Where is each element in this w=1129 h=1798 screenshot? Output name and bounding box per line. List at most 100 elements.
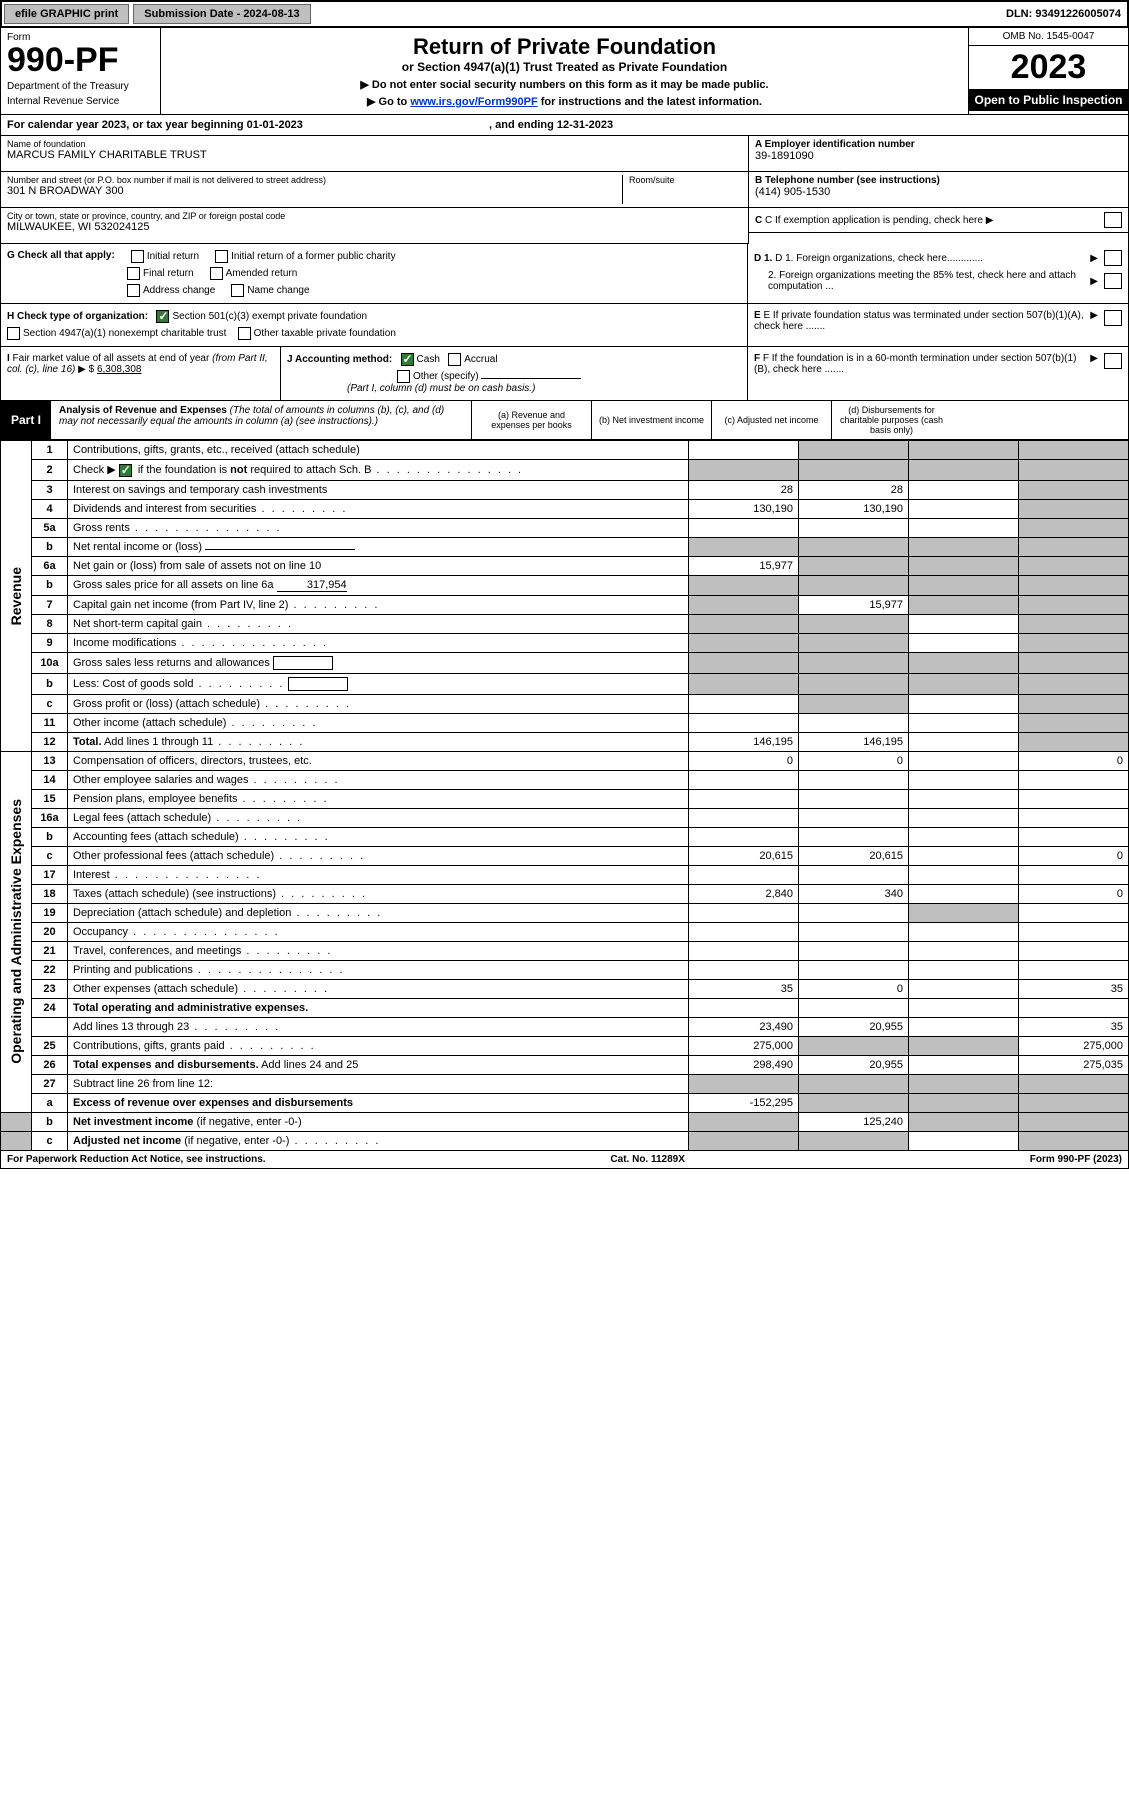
form990pf-link[interactable]: www.irs.gov/Form990PF — [410, 96, 537, 108]
col-b-header: (b) Net investment income — [591, 401, 711, 439]
omb-number: OMB No. 1545-0047 — [969, 28, 1128, 46]
s4947-label: Section 4947(a)(1) nonexempt charitable … — [23, 328, 226, 339]
part1-title: Analysis of Revenue and Expenses — [59, 405, 227, 416]
room-label: Room/suite — [629, 175, 742, 185]
f-checkbox[interactable] — [1104, 353, 1122, 369]
city-value: MILWAUKEE, WI 532024125 — [7, 221, 742, 233]
row-10c: Gross profit or (loss) (attach schedule) — [68, 694, 689, 713]
g-label: G Check all that apply: — [7, 250, 115, 263]
tax-year: 2023 — [969, 46, 1128, 89]
open-inspection-badge: Open to Public Inspection — [969, 89, 1128, 111]
c-checkbox[interactable] — [1104, 212, 1122, 228]
row-24: Total operating and administrative expen… — [68, 998, 689, 1017]
e-label: E E If private foundation status was ter… — [754, 310, 1090, 340]
row-13: Compensation of officers, directors, tru… — [68, 751, 689, 770]
revenue-side-label: Revenue — [6, 559, 26, 633]
row-14: Other employee salaries and wages — [68, 770, 689, 789]
other-method-label: Other (specify) — [413, 371, 479, 382]
accrual-label: Accrual — [464, 354, 497, 365]
addr-label: Number and street (or P.O. box number if… — [7, 175, 622, 185]
schb-checkbox[interactable] — [119, 464, 132, 477]
row-2: Check ▶ if the foundation is not require… — [68, 460, 689, 481]
e-checkbox[interactable] — [1104, 310, 1122, 326]
part1-table: Revenue 1Contributions, gifts, grants, e… — [0, 440, 1129, 1151]
ein-value: 39-1891090 — [755, 150, 1122, 162]
j-note: (Part I, column (d) must be on cash basi… — [347, 383, 741, 394]
other-method-checkbox[interactable] — [397, 370, 410, 383]
row-5a: Gross rents — [68, 518, 689, 537]
s501-checkbox[interactable] — [156, 310, 169, 323]
ein-label: A Employer identification number — [755, 139, 1122, 150]
d1-checkbox[interactable] — [1104, 250, 1122, 266]
address-change-label: Address change — [143, 285, 215, 296]
row-10a: Gross sales less returns and allowances — [68, 652, 689, 673]
c-exemption-label: C C If exemption application is pending,… — [755, 215, 1098, 226]
row-8: Net short-term capital gain — [68, 614, 689, 633]
row-18: Taxes (attach schedule) (see instruction… — [68, 884, 689, 903]
note2-post: for instructions and the latest informat… — [538, 96, 762, 108]
row-1: Contributions, gifts, grants, etc., rece… — [68, 441, 689, 460]
row-10b: Less: Cost of goods sold — [68, 673, 689, 694]
dept-line: Department of the Treasury — [7, 81, 154, 92]
form-number: 990-PF — [7, 43, 154, 77]
initial-former-checkbox[interactable] — [215, 250, 228, 263]
row-27b: Net investment income (if negative, ente… — [68, 1112, 689, 1131]
amended-return-label: Amended return — [226, 268, 298, 279]
calendar-year-row: For calendar year 2023, or tax year begi… — [0, 115, 1129, 136]
name-label: Name of foundation — [7, 139, 742, 149]
phone-label: B Telephone number (see instructions) — [755, 175, 1122, 186]
initial-former-label: Initial return of a former public charit… — [231, 251, 396, 262]
top-bar: efile GRAPHIC print Submission Date - 20… — [0, 0, 1129, 28]
part1-tag: Part I — [1, 401, 51, 439]
row-5b: Net rental income or (loss) — [68, 537, 689, 556]
g-row: G Check all that apply: Initial return I… — [0, 244, 1129, 304]
s4947-checkbox[interactable] — [7, 327, 20, 340]
initial-return-checkbox[interactable] — [131, 250, 144, 263]
row-6a: Net gain or (loss) from sale of assets n… — [68, 556, 689, 575]
final-return-checkbox[interactable] — [127, 267, 140, 280]
info-block: Name of foundation MARCUS FAMILY CHARITA… — [0, 136, 1129, 244]
col-a-header: (a) Revenue and expenses per books — [471, 401, 591, 439]
d2-checkbox[interactable] — [1104, 273, 1122, 289]
row-23: Other expenses (attach schedule) — [68, 979, 689, 998]
irs-line: Internal Revenue Service — [7, 96, 154, 107]
cal-post: , and ending 12-31-2023 — [489, 119, 613, 131]
street-address: 301 N BROADWAY 300 — [7, 185, 622, 197]
s501-label: Section 501(c)(3) exempt private foundat… — [172, 311, 367, 322]
part1-header: Part I Analysis of Revenue and Expenses … — [0, 401, 1129, 440]
accrual-checkbox[interactable] — [448, 353, 461, 366]
row-20: Occupancy — [68, 922, 689, 941]
footer: For Paperwork Reduction Act Notice, see … — [0, 1151, 1129, 1169]
amended-return-checkbox[interactable] — [210, 267, 223, 280]
row-25: Contributions, gifts, grants paid — [68, 1036, 689, 1055]
name-change-checkbox[interactable] — [231, 284, 244, 297]
ij-row: I Fair market value of all assets at end… — [0, 347, 1129, 401]
h-row: H Check type of organization: Section 50… — [0, 304, 1129, 347]
address-change-checkbox[interactable] — [127, 284, 140, 297]
row-3: Interest on savings and temporary cash i… — [68, 480, 689, 499]
final-return-label: Final return — [143, 268, 194, 279]
row-12: Total. Add lines 1 through 11 — [68, 732, 689, 751]
row-11: Other income (attach schedule) — [68, 713, 689, 732]
row-16a: Legal fees (attach schedule) — [68, 808, 689, 827]
row-21: Travel, conferences, and meetings — [68, 941, 689, 960]
other-taxable-checkbox[interactable] — [238, 327, 251, 340]
row-27a: Excess of revenue over expenses and disb… — [68, 1093, 689, 1112]
row-9: Income modifications — [68, 633, 689, 652]
footer-right: Form 990-PF (2023) — [1030, 1154, 1122, 1165]
other-taxable-label: Other taxable private foundation — [254, 328, 396, 339]
initial-return-label: Initial return — [147, 251, 199, 262]
h-label: H Check type of organization: — [7, 311, 148, 322]
f-label: F F If the foundation is in a 60-month t… — [754, 353, 1090, 394]
row-16b: Accounting fees (attach schedule) — [68, 827, 689, 846]
form-note-1: ▶ Do not enter social security numbers o… — [167, 78, 962, 91]
d1-label: D 1. D 1. Foreign organizations, check h… — [754, 253, 1090, 264]
form-title: Return of Private Foundation — [167, 34, 962, 60]
efile-print-button[interactable]: efile GRAPHIC print — [4, 4, 129, 24]
row-4: Dividends and interest from securities — [68, 499, 689, 518]
row-27: Subtract line 26 from line 12: — [68, 1074, 689, 1093]
cash-checkbox[interactable] — [401, 353, 414, 366]
foundation-name: MARCUS FAMILY CHARITABLE TRUST — [7, 149, 742, 161]
name-change-label: Name change — [247, 285, 309, 296]
cal-pre: For calendar year 2023, or tax year begi… — [7, 119, 303, 131]
